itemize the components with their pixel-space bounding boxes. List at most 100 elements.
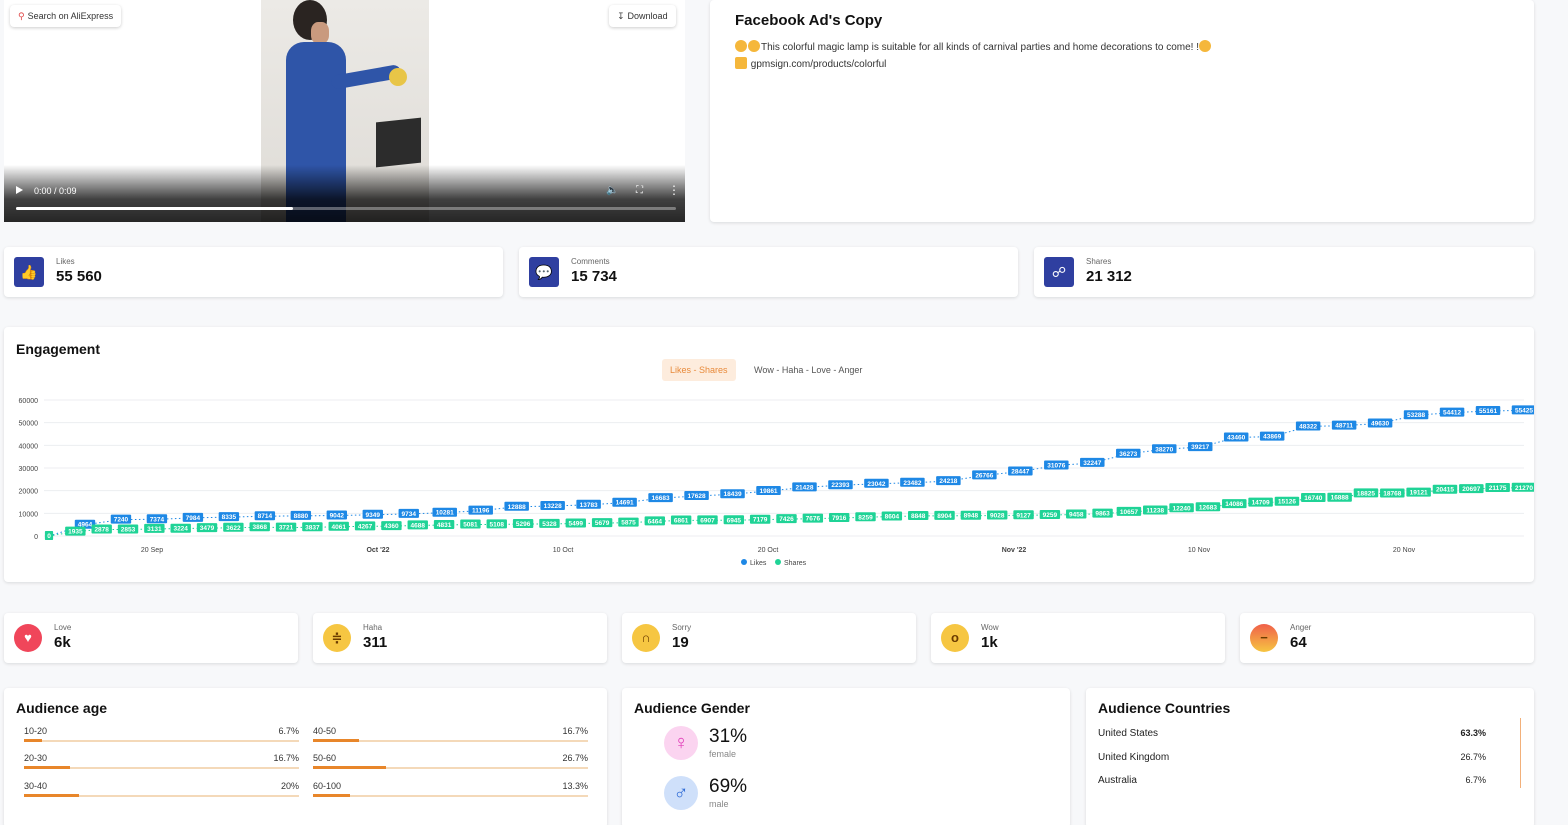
data-label: 54412 [1443,410,1461,417]
data-label-box [302,522,323,532]
male-label: male [709,799,729,809]
data-label-box [881,511,903,521]
love-label: Love [54,623,72,632]
data-label: 9349 [366,512,381,519]
share-icon: ☍ [1044,257,1074,287]
data-label-box [1151,444,1177,454]
data-label-box [591,518,613,528]
data-label: 4061 [331,524,346,531]
ad-copy-link[interactable]: gpmsign.com/products/colorful [750,59,887,70]
search-icon: ⚲ [18,11,25,21]
reaction-card-love: ♥ Love 6k [4,613,298,663]
likes-card: 👍 Likes 55 560 [4,247,503,297]
data-label: 9127 [1016,512,1031,519]
age-bar-fill [313,766,387,769]
data-label: 43460 [1227,434,1245,441]
data-label: 18825 [1357,490,1375,497]
data-label: 0 [47,533,51,540]
video-controls-shade [4,165,685,222]
comments-label: Comments [571,257,610,266]
smiling-emoji-icon [735,40,747,52]
data-label-box [972,470,997,480]
data-label: 6861 [674,517,689,524]
data-label: 3837 [305,524,320,531]
data-label-box [1380,488,1405,498]
legend-label-likes: Likes [750,560,767,567]
ad-copy-text: This colorful magic lamp is suitable for… [735,39,1509,73]
data-label: 7374 [150,516,165,523]
data-label: 43869 [1263,434,1281,441]
country-row: United States 63.3% [1098,728,1486,739]
haha-label: Haha [363,623,383,632]
data-label-box [987,510,1008,520]
laughing-face-icon: ≑ [323,624,351,652]
data-label-box [144,523,165,533]
data-label-box [1439,407,1465,417]
male-percent: 69% [709,776,748,797]
ad-video-player[interactable]: 0:00 / 0:09 🔈 ⛶ ⋮ ⚲ Search on AliExpress … [4,0,685,222]
data-label: 8714 [258,513,273,520]
love-value: 6k [54,634,71,651]
data-label-box [1008,466,1033,476]
shares-card: ☍ Shares 21 312 [1034,247,1534,297]
tab-wow-haha-love-anger[interactable]: Wow - Haha - Love - Anger [754,365,863,375]
age-bar-fill [24,794,79,797]
data-label-box [381,521,402,531]
data-label: 49630 [1371,421,1389,428]
country-row: United Kingdom 26.7% [1098,752,1486,763]
data-label: 4964 [78,522,93,529]
likes-value: 55 560 [56,268,102,285]
age-range-label: 40-50 [313,726,337,736]
ad-copy-card: Facebook Ad's Copy This colorful magic l… [710,0,1534,222]
country-percent: 26.7% [1460,752,1486,762]
male-icon: ♂ [664,776,698,810]
data-label: 21175 [1489,485,1507,492]
country-name: Australia [1098,775,1137,786]
data-label: 11196 [472,508,490,515]
data-label-box [504,501,529,511]
data-label-box [565,518,586,528]
data-label: 14691 [616,500,634,507]
data-label: 32247 [1083,460,1101,467]
data-label-box [117,524,139,534]
age-range-label: 20-30 [24,753,48,763]
data-label-box [1013,510,1034,520]
data-label-box [612,497,637,507]
country-percent: 6.7% [1465,775,1486,785]
heart-icon: ♥ [14,624,42,652]
x-tick-label: 20 Sep [141,547,163,554]
comments-value: 15 734 [571,268,617,285]
data-label: 3479 [200,525,215,532]
data-label: 5499 [569,521,584,528]
fullscreen-icon[interactable]: ⛶ [636,185,643,196]
download-button[interactable]: ↧ Download [609,5,676,27]
volume-icon[interactable]: 🔈 [606,185,619,196]
data-label-box [1039,510,1061,520]
thumbs-up-icon: 👍 [14,257,44,287]
data-label: 5108 [490,521,505,528]
tab-likes-shares[interactable]: Likes - Shares [662,359,736,381]
data-label: 2853 [121,527,136,534]
data-label-box [249,522,270,532]
data-label-box [223,522,244,532]
data-label: 19121 [1410,490,1428,497]
data-label: 16683 [652,495,670,502]
video-progress-bar[interactable] [16,207,676,210]
sorry-value: 19 [672,634,689,651]
data-label-box [1187,442,1213,452]
data-label-box [776,514,797,524]
data-label: 11238 [1146,508,1164,515]
play-icon[interactable] [16,186,23,194]
data-label-box [486,519,507,529]
more-options-icon[interactable]: ⋮ [668,183,680,197]
data-label-box [1274,496,1300,506]
age-bar-fill [313,739,359,742]
x-tick-label: 20 Oct [758,547,779,554]
age-bar-fill [313,794,350,797]
age-percent: 16.7% [562,726,588,736]
age-bar-track [24,739,299,742]
video-wall-panel [376,117,421,168]
search-aliexpress-button[interactable]: ⚲ Search on AliExpress [10,5,122,27]
data-label-box [1511,405,1534,415]
data-label: 8259 [858,514,873,521]
